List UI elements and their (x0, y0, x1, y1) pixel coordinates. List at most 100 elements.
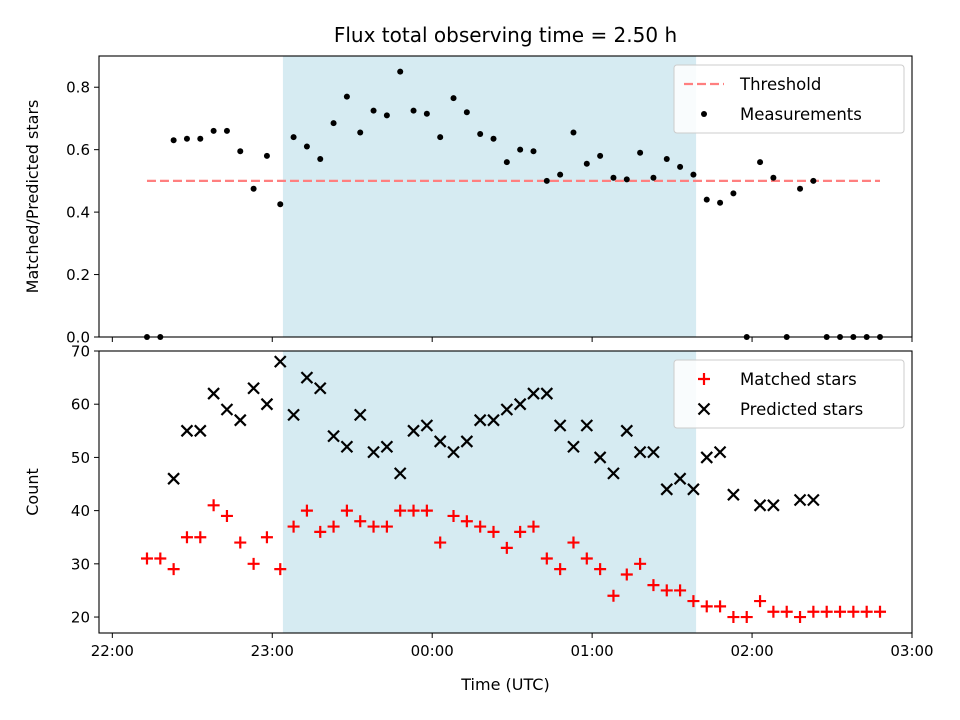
predicted-stars-point (807, 493, 820, 507)
measurement-point (490, 135, 497, 142)
top-panel-ratio: 0.0 0.2 0.4 0.6 0.8 Matched/Predicted stars Fl… (23, 23, 913, 347)
predicted-stars-point (540, 387, 554, 400)
predicted-stars-point (447, 445, 460, 459)
measurement-point (797, 185, 804, 192)
legend-measurements: Measurements (740, 105, 862, 124)
matched-stars-point (554, 563, 567, 576)
matched-stars-point (527, 520, 540, 533)
measurement-point (770, 174, 777, 181)
measurement-point (437, 134, 444, 141)
measurement-point (317, 156, 324, 163)
measurement-point (343, 93, 350, 100)
predicted-stars-point (233, 413, 247, 427)
matched-stars-point (714, 600, 727, 613)
matched-stars-point (420, 504, 433, 517)
measurement-point (237, 148, 244, 155)
y-tick-label: 0.2 (66, 266, 90, 284)
matched-stars-point (634, 557, 647, 570)
matched-stars-point (700, 600, 713, 613)
y-axis-label: Count (23, 468, 42, 516)
matched-stars-point (647, 579, 660, 592)
predicted-stars-point (553, 419, 567, 432)
predicted-stars-point (660, 483, 674, 496)
measurement-point (330, 120, 337, 127)
predicted-stars-point (607, 467, 620, 480)
measurement-point (277, 201, 284, 208)
predicted-stars-point (460, 435, 474, 448)
matched-stars-point (140, 552, 153, 565)
predicted-stars-point (220, 403, 234, 416)
measurement-point (370, 107, 377, 114)
predicted-stars-point (340, 440, 354, 454)
matched-stars-point (820, 605, 833, 618)
matched-stars-point (834, 605, 847, 618)
matched-stars-point (327, 520, 340, 533)
y-tick-label: 20 (71, 609, 90, 627)
matched-stars-point (354, 515, 367, 528)
predicted-stars-point (353, 408, 367, 422)
measurement-point (717, 199, 724, 206)
predicted-stars-point (287, 408, 300, 422)
measurement-point (197, 135, 204, 142)
matched-stars-point (300, 504, 313, 517)
matched-stars-point (660, 584, 673, 597)
measurement-point (677, 163, 684, 170)
measurement-point (517, 146, 524, 153)
matched-stars-point (394, 504, 407, 517)
measurement-point (703, 196, 710, 203)
matched-stars-point (194, 531, 207, 544)
observing-span (282, 56, 697, 337)
x-axis-label: Time (UTC) (460, 675, 549, 694)
predicted-stars-point (593, 451, 607, 464)
legend-matched-swatch (698, 373, 710, 385)
predicted-stars-point (580, 419, 594, 432)
measurement-point (183, 135, 190, 142)
predicted-stars-point (273, 355, 287, 368)
predicted-stars-point (380, 440, 394, 454)
matched-stars-point (607, 589, 620, 602)
predicted-stars-point (433, 435, 447, 448)
matched-stars-point (754, 595, 767, 608)
predicted-stars-point (527, 387, 540, 400)
matched-stars-point (207, 499, 220, 512)
predicted-stars-point (767, 499, 780, 512)
bottom-panel-counts: 20 30 40 50 60 70 22:00 23:00 00:00 01:00 02:00 03:… (23, 343, 934, 695)
y-axis-label: Matched/Predicted stars (23, 100, 42, 294)
predicted-stars-point (793, 493, 807, 507)
matched-stars-point (154, 552, 167, 565)
matched-stars-point (407, 504, 420, 517)
observing-span (282, 351, 697, 633)
matched-stars-point (180, 531, 193, 544)
legend-threshold: Threshold (739, 75, 821, 94)
predicted-stars-point (420, 419, 434, 432)
matched-stars-point (260, 531, 273, 544)
predicted-stars-point (313, 381, 327, 395)
x-tick-label: 02:00 (730, 642, 773, 660)
matched-stars-point (860, 605, 873, 618)
matched-stars-point (580, 552, 593, 565)
measurement-point (503, 159, 510, 166)
axes-frame (98, 350, 913, 634)
chart-title: Flux total observing time = 2.50 h (334, 23, 677, 47)
matched-stars-point (687, 595, 700, 608)
matched-stars-point (540, 552, 553, 565)
legend-predicted-stars: Predicted stars (740, 400, 863, 419)
predicted-stars-point (473, 413, 487, 427)
legend: Threshold Measurements (673, 64, 905, 134)
predicted-stars-point (167, 472, 180, 485)
predicted-stars-point (207, 387, 220, 400)
predicted-stars-point (500, 403, 514, 416)
matched-stars-point (447, 509, 460, 522)
y-tick-label: 0.8 (66, 79, 90, 97)
measurement-point (810, 177, 817, 184)
predicted-stars-point (700, 451, 714, 464)
y-tick-label: 0.0 (66, 329, 90, 347)
legend: Matched stars Predicted stars (673, 359, 905, 429)
x-tick-label: 01:00 (571, 642, 614, 660)
predicted-stars-point (633, 445, 647, 459)
measurement-point (423, 110, 430, 117)
matched-stars-point (367, 520, 380, 533)
x-tick-label: 03:00 (890, 642, 933, 660)
y-tick-label: 40 (71, 502, 90, 520)
